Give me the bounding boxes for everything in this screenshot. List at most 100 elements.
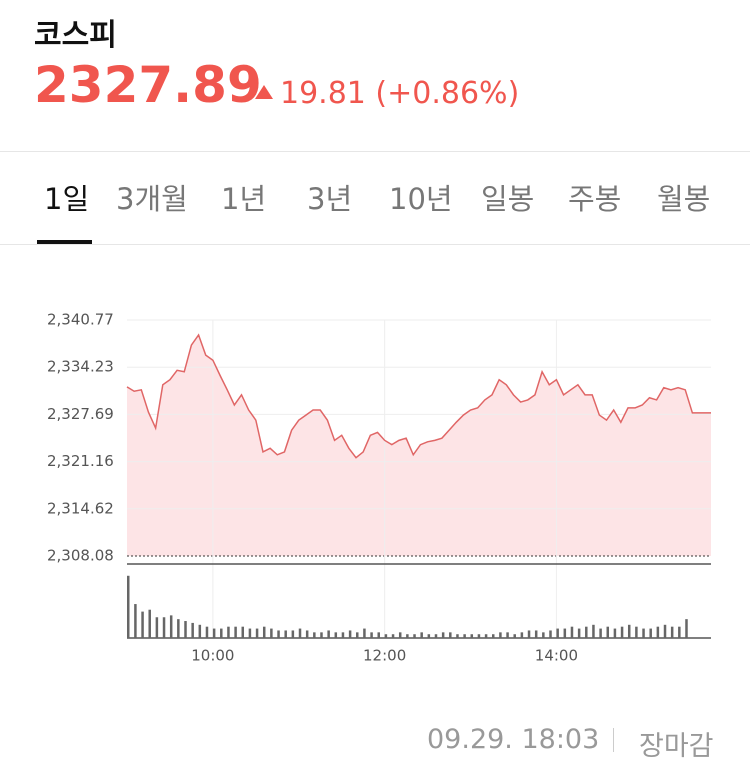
volume-bar bbox=[398, 632, 402, 638]
volume-bar bbox=[434, 634, 438, 638]
volume-bar bbox=[162, 617, 166, 638]
change: 19.81 (+0.86%) bbox=[280, 76, 520, 111]
volume-bar bbox=[542, 632, 545, 638]
volume-bar bbox=[191, 622, 194, 638]
volume-bar bbox=[534, 630, 538, 638]
x-tick-label: 10:00 bbox=[191, 647, 234, 665]
volume-bar bbox=[284, 630, 287, 638]
volume-bar bbox=[384, 634, 388, 638]
volume-bar bbox=[348, 630, 352, 638]
volume-bar bbox=[556, 628, 559, 638]
volume-bar bbox=[298, 628, 302, 638]
tab[interactable]: 주봉 bbox=[568, 182, 622, 216]
volume-bar bbox=[363, 628, 366, 638]
volume-bar bbox=[341, 632, 345, 638]
volume-bar bbox=[463, 634, 466, 638]
volume-bar bbox=[198, 624, 202, 638]
volume-bar bbox=[592, 624, 595, 638]
tab-underline bbox=[37, 240, 92, 244]
volume-bar bbox=[449, 632, 452, 638]
y-tick-label: 2,334.23 bbox=[47, 358, 114, 376]
volume-bar bbox=[270, 628, 273, 638]
volume-bar bbox=[492, 634, 495, 638]
volume-bar bbox=[420, 632, 423, 638]
y-tick-label: 2,314.62 bbox=[47, 499, 114, 517]
tab[interactable]: 월봉 bbox=[657, 182, 711, 216]
volume-bar bbox=[527, 630, 531, 638]
volume-bar bbox=[277, 630, 280, 638]
volume-bar bbox=[248, 628, 252, 638]
volume-bar bbox=[663, 624, 667, 638]
volume-bar bbox=[563, 628, 567, 638]
volume-bar bbox=[205, 626, 209, 638]
volume-bar bbox=[227, 626, 230, 638]
volume-bar bbox=[184, 621, 187, 638]
up-arrow bbox=[255, 85, 273, 99]
volume-bar bbox=[391, 634, 395, 638]
volume-bar bbox=[177, 619, 180, 638]
volume-bar bbox=[127, 575, 130, 638]
tab[interactable]: 10년 bbox=[389, 182, 453, 216]
volume-bar bbox=[327, 630, 330, 638]
volume-bar bbox=[606, 626, 610, 638]
area bbox=[127, 334, 711, 556]
chart: 2,308.08 2,314.62 2,321.16 2,327.69 2,334.23… bbox=[47, 311, 711, 665]
volume-bar bbox=[456, 634, 459, 638]
volume-bar bbox=[635, 626, 638, 638]
volume-bar bbox=[599, 628, 602, 638]
volume-bar bbox=[441, 632, 445, 638]
y-tick-label: 2,308.08 bbox=[47, 547, 114, 565]
tab-bar bbox=[0, 151, 750, 245]
tab[interactable]: 1일 bbox=[44, 182, 90, 216]
volume-bar bbox=[291, 630, 295, 638]
volume-bar bbox=[155, 617, 159, 638]
x-tick-label: 12:00 bbox=[363, 647, 406, 665]
volume-bar bbox=[470, 634, 474, 638]
volume-bar bbox=[642, 628, 645, 638]
y-tick-label: 2,327.69 bbox=[47, 405, 114, 423]
tab[interactable]: 3개월 bbox=[116, 182, 188, 216]
tab[interactable]: 3년 bbox=[307, 182, 353, 216]
volume-bar bbox=[549, 630, 552, 638]
volume-bar bbox=[356, 632, 359, 638]
volume-bar bbox=[305, 630, 309, 638]
volume-bar bbox=[377, 632, 380, 638]
volume-bar bbox=[413, 634, 416, 638]
price: 2327.89 bbox=[34, 56, 262, 114]
volume-bar bbox=[234, 626, 237, 638]
price-line bbox=[126, 333, 711, 459]
volume-bar bbox=[570, 626, 574, 638]
volume-bar bbox=[241, 626, 245, 638]
volume-bar bbox=[334, 632, 338, 638]
volume-bar bbox=[685, 619, 688, 638]
volume-bar bbox=[148, 609, 151, 638]
divider bbox=[613, 728, 614, 752]
volume-bar bbox=[262, 626, 266, 638]
x-tick-label: 14:00 bbox=[535, 647, 578, 665]
volume-bar bbox=[585, 626, 588, 638]
index-name: 코스피 bbox=[34, 18, 117, 53]
volume-bar bbox=[134, 604, 137, 638]
volume-bar bbox=[627, 624, 631, 638]
volume-bar bbox=[620, 626, 624, 638]
volume-bar bbox=[141, 611, 144, 638]
volume-bar bbox=[656, 626, 660, 638]
tab[interactable]: 일봉 bbox=[481, 182, 535, 216]
volume-bar bbox=[427, 634, 431, 638]
volume-bar bbox=[370, 632, 373, 638]
volume-bar bbox=[649, 628, 652, 638]
volume-bar bbox=[313, 632, 316, 638]
volume-bar bbox=[477, 634, 481, 638]
volume-bar bbox=[169, 615, 173, 638]
y-tick-label: 2,321.16 bbox=[47, 452, 114, 470]
volume-bar bbox=[406, 634, 409, 638]
tab[interactable]: 1년 bbox=[221, 182, 267, 216]
volume-bar bbox=[678, 626, 681, 638]
volume-bar bbox=[577, 628, 581, 638]
volume-bar bbox=[670, 626, 674, 638]
volume-bar bbox=[220, 628, 223, 638]
volume-bar bbox=[320, 632, 323, 638]
volume-bar bbox=[506, 632, 509, 638]
volume-bar bbox=[212, 628, 216, 638]
